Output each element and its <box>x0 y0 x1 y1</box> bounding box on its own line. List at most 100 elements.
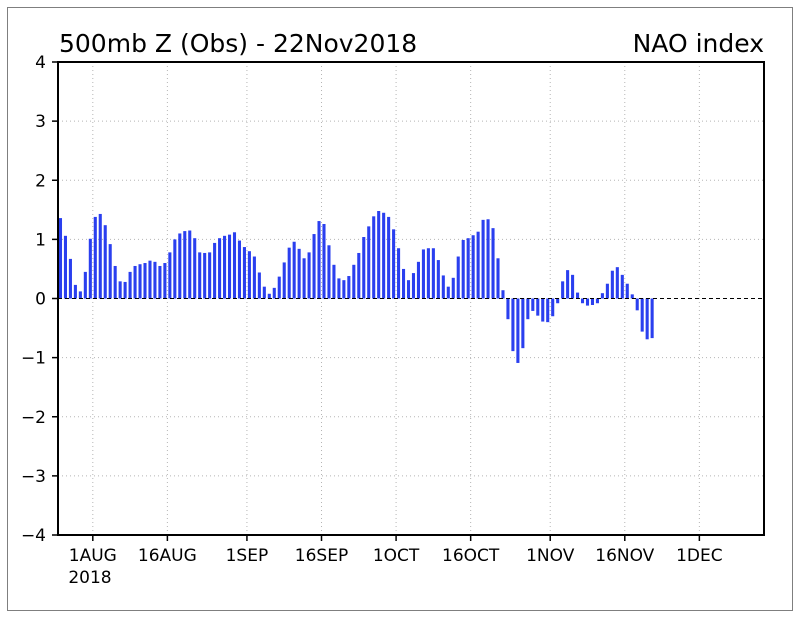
nao-bar <box>73 284 77 299</box>
nao-bar <box>531 298 535 311</box>
nao-bar <box>511 298 515 352</box>
nao-bar <box>387 216 391 299</box>
nao-bar <box>521 298 525 349</box>
nao-bar <box>397 248 401 299</box>
nao-bar <box>402 268 406 299</box>
nao-bar <box>486 219 490 299</box>
nao-bar <box>620 274 624 299</box>
nao-bar <box>58 218 63 299</box>
nao-bar <box>630 294 634 299</box>
nao-bar <box>163 263 167 299</box>
nao-bar <box>441 275 445 299</box>
x-tick-label: 1SEP <box>226 546 269 566</box>
nao-bar <box>605 283 609 299</box>
chart-title: 500mb Z (Obs) - 22Nov2018 <box>59 29 417 58</box>
x-tick-label: 16NOV <box>595 546 654 566</box>
nao-bar <box>392 229 396 299</box>
nao-bar <box>382 212 386 299</box>
nao-bar <box>78 291 82 299</box>
nao-bar <box>576 292 580 299</box>
nao-bar <box>297 248 301 299</box>
nao-bar <box>595 298 599 304</box>
nao-bar <box>456 256 460 299</box>
nao-bar <box>198 252 202 299</box>
nao-bar <box>148 260 152 299</box>
nao-bar <box>287 247 291 299</box>
nao-bar <box>481 219 485 299</box>
nao-bar <box>536 298 540 316</box>
chart-subtitle: NAO index <box>633 29 764 58</box>
nao-bar <box>178 233 182 299</box>
nao-bar <box>640 298 644 332</box>
nao-bar <box>436 260 440 299</box>
nao-bar <box>193 238 197 299</box>
nao-bar <box>262 286 266 299</box>
nao-bar <box>362 237 366 299</box>
nao-bar <box>83 271 87 299</box>
nao-bar <box>128 271 132 299</box>
nao-bar <box>173 239 177 299</box>
x-tick-label: 16OCT <box>442 546 500 566</box>
x-tick-label: 1DEC <box>676 546 723 566</box>
nao-bar <box>113 265 117 299</box>
nao-bar <box>242 247 246 299</box>
nao-bar <box>267 293 271 299</box>
nao-bar <box>645 298 649 340</box>
y-tick-label: 0 <box>35 290 46 310</box>
nao-bar <box>501 290 505 299</box>
y-tick-label: −4 <box>21 526 46 546</box>
nao-bar <box>138 264 142 299</box>
nao-bar <box>546 298 550 323</box>
nao-bar <box>203 252 207 299</box>
nao-bar <box>357 252 361 299</box>
nao-bar <box>153 261 157 299</box>
y-tick-label: 3 <box>35 112 46 132</box>
nao-bar <box>506 298 510 320</box>
x-tick-label: 1OCT <box>373 546 420 566</box>
nao-bar <box>476 231 480 299</box>
nao-bar <box>103 225 107 299</box>
y-tick-label: −3 <box>21 467 46 487</box>
nao-bar <box>556 298 560 304</box>
nao-bar <box>247 251 251 299</box>
nao-bar <box>590 298 595 305</box>
nao-bar <box>218 238 222 299</box>
nao-bar <box>277 276 281 299</box>
nao-bar <box>615 267 619 299</box>
nao-bar <box>322 224 326 299</box>
nao-bar <box>118 281 122 299</box>
nao-bar <box>282 262 286 299</box>
y-tick-label: 2 <box>35 171 46 191</box>
grid-lines <box>58 62 764 535</box>
nao-bar <box>337 278 341 299</box>
x-tick-label: 16AUG <box>138 546 197 566</box>
nao-bar <box>496 258 500 299</box>
nao-bar <box>367 226 371 299</box>
nao-bar <box>411 273 416 299</box>
chart-frame <box>7 7 793 611</box>
nao-bar <box>516 298 520 363</box>
y-tick-label: −2 <box>21 408 46 428</box>
nao-bar <box>232 232 237 299</box>
nao-bar <box>302 258 306 299</box>
nao-bar <box>213 242 217 299</box>
nao-bar <box>625 283 629 299</box>
nao-bar <box>63 235 67 299</box>
nao-bar <box>571 274 575 299</box>
nao-bar <box>98 213 102 299</box>
nao-bar <box>133 265 137 299</box>
nao-bar <box>466 238 470 299</box>
nao-bar <box>446 286 450 299</box>
nao-bar <box>312 234 316 299</box>
year-label: 2018 <box>68 568 111 588</box>
nao-bar <box>317 221 321 299</box>
nao-bar <box>526 298 530 320</box>
nao-bar <box>223 235 227 299</box>
y-tick-label: 4 <box>35 53 46 73</box>
nao-bar <box>600 293 604 299</box>
nao-bar <box>585 298 590 306</box>
nao-bar <box>406 280 411 299</box>
nao-bar <box>377 211 381 299</box>
nao-bar <box>143 263 147 299</box>
